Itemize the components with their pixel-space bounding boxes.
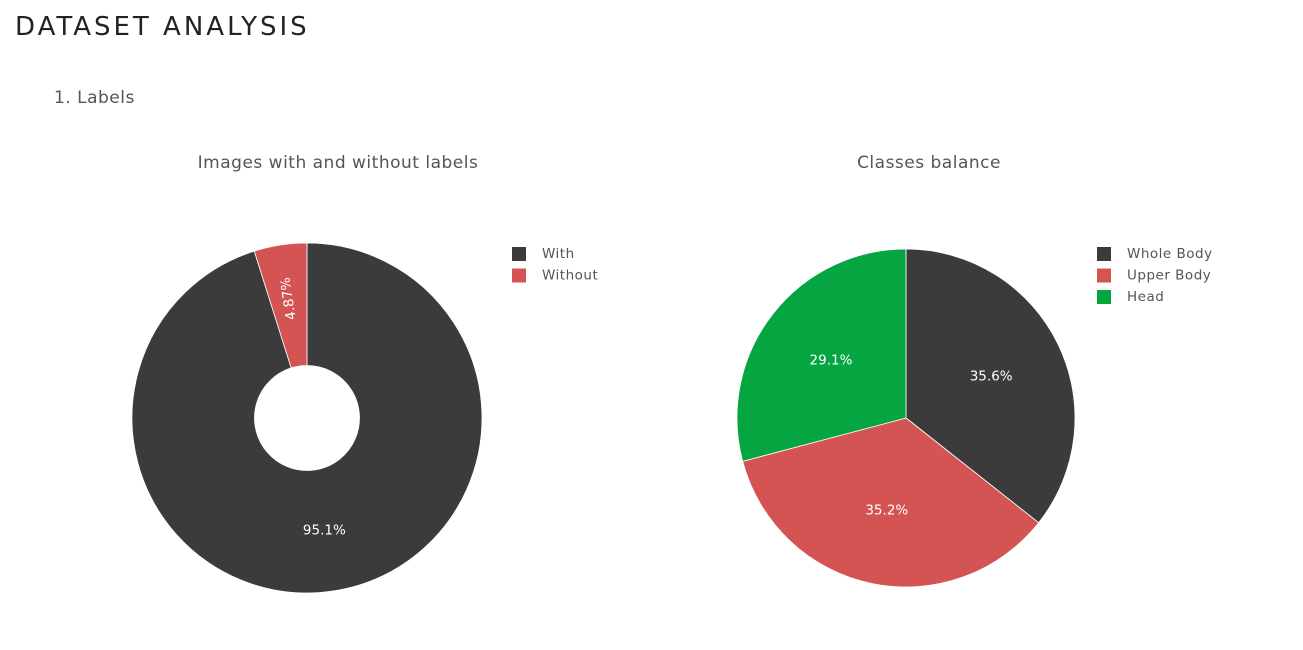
slice-head[interactable] [736,248,907,462]
legend-item-with[interactable]: With [512,246,575,262]
classes-legend: Whole Body Upper Body Head [1097,246,1213,305]
legend-item-without[interactable]: Without [512,268,598,284]
legend-label-with: With [542,246,575,262]
slice-label-with: 95.1% [303,522,346,538]
slice-upper-body[interactable] [742,417,1040,588]
legend-item-head[interactable]: Head [1097,289,1164,305]
section-title-labels: 1. Labels [54,88,135,108]
page-title: DATASET ANALYSIS [15,12,310,42]
labels-legend: With Without [512,246,598,284]
legend-swatch-without [512,268,526,283]
slice-label-without: 4.87% [277,276,299,321]
legend-item-upper-body[interactable]: Upper Body [1097,268,1211,284]
legend-swatch-upper-body [1097,268,1111,283]
labels-donut-chart: Images with and without labels 95.1% 4.87%… [131,153,598,594]
classes-pie-chart: Classes balance 35.6% 35.2% 29.1% Whole Body… [736,153,1213,588]
slice-whole-body[interactable] [905,248,1076,524]
classes-chart-panel: Classes balance 35.6% 35.2% 29.1% Whole Body… [640,140,1260,630]
classes-slices [736,248,1076,588]
labels-chart-title: Images with and without labels [198,153,479,173]
labels-chart-panel: Images with and without labels 95.1% 4.87%… [20,140,640,630]
legend-label-whole-body: Whole Body [1127,246,1213,262]
classes-chart-title: Classes balance [857,153,1001,173]
labels-slice-labels: 95.1% 4.87% [277,276,346,538]
legend-label-head: Head [1127,289,1164,305]
legend-label-without: Without [542,268,598,284]
legend-item-whole-body[interactable]: Whole Body [1097,246,1213,262]
slice-label-whole-body: 35.6% [970,369,1013,385]
slice-label-head: 29.1% [810,352,853,368]
classes-slice-labels: 35.6% 35.2% 29.1% [810,352,1013,518]
slice-label-upper-body: 35.2% [865,503,908,519]
legend-swatch-whole-body [1097,247,1111,261]
legend-swatch-with [512,247,526,261]
legend-swatch-head [1097,290,1111,304]
legend-label-upper-body: Upper Body [1127,268,1211,284]
labels-donut-hole [254,365,360,471]
